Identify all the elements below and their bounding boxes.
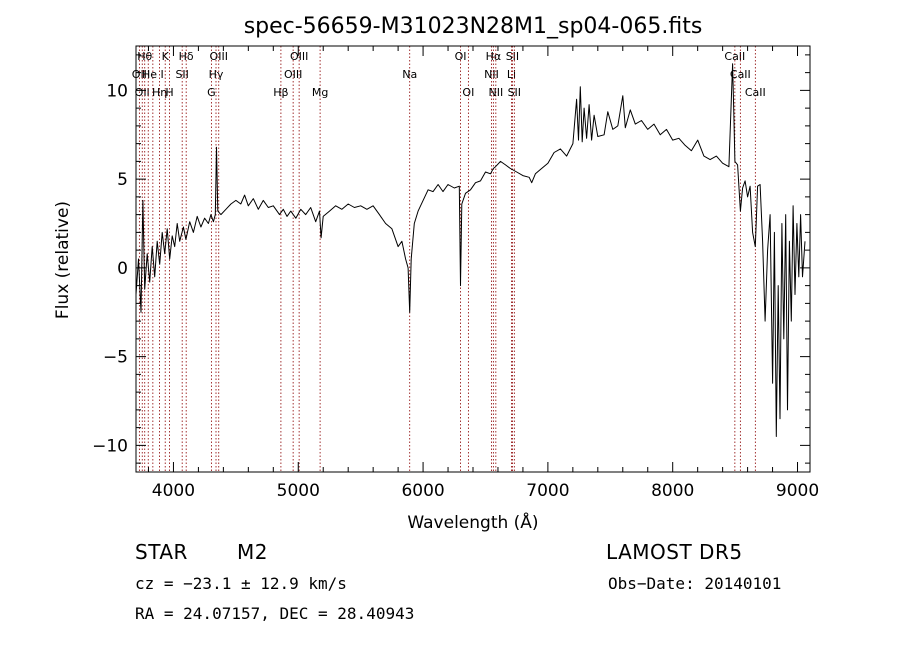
line-marker-label: H — [165, 86, 173, 99]
y-tick-label: 5 — [117, 170, 128, 190]
y-tick-label: 0 — [117, 259, 128, 279]
line-marker-label: NII — [488, 86, 503, 99]
line-marker-label: Hγ — [209, 68, 224, 81]
line-marker-label: SII — [175, 68, 188, 81]
line-marker-label: Na — [402, 68, 417, 81]
chart-title: spec-56659-M31023N28M1_sp04-065.fits — [244, 14, 703, 39]
line-marker-label: OI — [455, 50, 467, 63]
x-axis-label: Wavelength (Å) — [407, 511, 538, 533]
line-marker-label: Hη — [152, 86, 167, 99]
line-marker-label: K — [162, 50, 170, 63]
line-marker-label: Mg — [312, 86, 328, 99]
line-marker-label: Hβ — [273, 86, 288, 99]
line-marker-label: OI — [462, 86, 474, 99]
y-tick-label: 10 — [106, 81, 128, 101]
observation-date: Obs−Date: 20140101 — [608, 574, 782, 593]
line-marker-label: He I — [142, 68, 164, 81]
object-subclass: M2 — [237, 540, 268, 564]
axis-group: 4000 5000 6000 7000 8000 9000 −10 −5 0 5 10 — [92, 46, 819, 501]
line-marker-label: OIII — [284, 68, 302, 81]
y-tick-label: −5 — [103, 348, 128, 368]
x-tick-label: 6000 — [401, 481, 444, 501]
line-marker-label: Li — [507, 68, 516, 81]
line-marker-label: Hθ — [137, 50, 152, 63]
y-tick-label: −10 — [92, 436, 128, 456]
line-marker-label: OIII — [290, 50, 308, 63]
line-marker-label: OII — [135, 86, 150, 99]
line-marker-label: CaII — [730, 68, 751, 81]
x-tick-label: 7000 — [526, 481, 569, 501]
spectrum-series — [135, 63, 806, 437]
survey-name: LAMOST DR5 — [606, 540, 743, 564]
y-axis-label: Flux (relative) — [53, 201, 73, 319]
object-class: STAR — [135, 540, 188, 564]
line-marker-label: Hδ — [179, 50, 194, 63]
line-marker-label: G — [207, 86, 216, 99]
line-marker-label: OIII — [210, 50, 228, 63]
line-marker-label: Hα — [486, 50, 502, 63]
x-tick-label: 4000 — [152, 481, 195, 501]
redshift-velocity: cz = −23.1 ± 12.9 km/s — [135, 574, 347, 593]
line-marker-label: SII — [508, 86, 521, 99]
x-tick-label: 9000 — [776, 481, 819, 501]
line-marker-label: NII — [484, 68, 499, 81]
line-marker-label: CaII — [745, 86, 766, 99]
coordinates: RA = 24.07157, DEC = 28.40943 — [135, 604, 415, 623]
spectrum-line — [135, 63, 806, 437]
x-tick-label: 8000 — [651, 481, 694, 501]
x-tick-label: 5000 — [277, 481, 320, 501]
line-marker-label: SII — [506, 50, 519, 63]
plot-frame — [135, 45, 811, 473]
line-marker-label: CaII — [724, 50, 745, 63]
